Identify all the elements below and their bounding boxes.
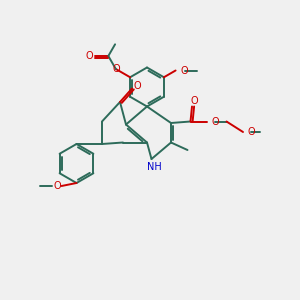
Text: O: O bbox=[248, 127, 255, 137]
Text: O: O bbox=[53, 181, 61, 191]
Text: O: O bbox=[190, 96, 198, 106]
Text: NH: NH bbox=[146, 161, 161, 172]
Text: O: O bbox=[85, 51, 93, 61]
Text: O: O bbox=[181, 65, 189, 76]
Text: O: O bbox=[212, 116, 219, 127]
Text: O: O bbox=[112, 64, 120, 74]
Text: O: O bbox=[134, 80, 141, 91]
